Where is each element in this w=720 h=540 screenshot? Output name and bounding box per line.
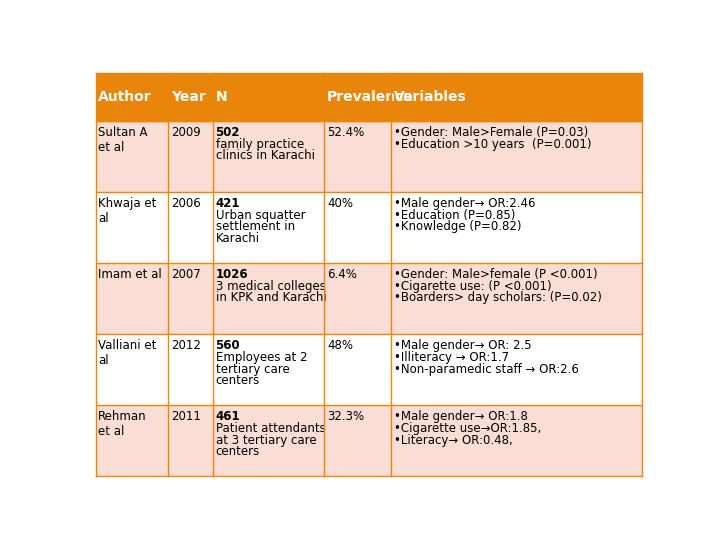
Text: •Male gender→ OR: 2.5: •Male gender→ OR: 2.5 <box>394 339 532 352</box>
Text: 421: 421 <box>215 197 240 210</box>
Text: •Gender: Male>female (P <0.001): •Gender: Male>female (P <0.001) <box>394 268 598 281</box>
Text: 1026: 1026 <box>215 268 248 281</box>
Text: Author: Author <box>99 90 152 104</box>
Text: tertiary care: tertiary care <box>215 362 289 375</box>
Text: settlement in: settlement in <box>215 220 294 233</box>
Bar <box>96 406 642 476</box>
Text: Karachi: Karachi <box>215 232 260 245</box>
Bar <box>96 73 642 121</box>
Text: Valliani et
al: Valliani et al <box>99 339 157 367</box>
Text: Rehman
et al: Rehman et al <box>99 410 147 438</box>
Text: N: N <box>215 90 228 104</box>
Text: family practice: family practice <box>215 138 304 151</box>
Text: 52.4%: 52.4% <box>327 126 364 139</box>
Text: Khwaja et
al: Khwaja et al <box>99 197 157 225</box>
Text: clinics in Karachi: clinics in Karachi <box>215 149 315 162</box>
Text: centers: centers <box>215 374 260 387</box>
Text: 2007: 2007 <box>171 268 201 281</box>
Text: centers: centers <box>215 446 260 458</box>
Text: 32.3%: 32.3% <box>327 410 364 423</box>
Text: Patient attendants: Patient attendants <box>215 422 325 435</box>
Text: •Literacy→ OR:0.48,: •Literacy→ OR:0.48, <box>394 434 513 447</box>
Text: 6.4%: 6.4% <box>327 268 357 281</box>
Text: •Male gender→ OR:2.46: •Male gender→ OR:2.46 <box>394 197 536 210</box>
Text: 2011: 2011 <box>171 410 201 423</box>
Text: •Illiteracy → OR:1.7: •Illiteracy → OR:1.7 <box>394 351 509 364</box>
Text: •Non-paramedic staff → OR:2.6: •Non-paramedic staff → OR:2.6 <box>394 362 579 375</box>
Text: 502: 502 <box>215 126 240 139</box>
Text: 40%: 40% <box>327 197 353 210</box>
Text: Employees at 2: Employees at 2 <box>215 351 307 364</box>
Text: 2009: 2009 <box>171 126 201 139</box>
Text: Prevalence: Prevalence <box>327 90 414 104</box>
Bar <box>96 192 642 263</box>
Text: Variables: Variables <box>394 90 467 104</box>
Text: Imam et al: Imam et al <box>99 268 162 281</box>
Text: •Education (P=0.85): •Education (P=0.85) <box>394 208 516 221</box>
Bar <box>96 121 642 192</box>
Text: 2006: 2006 <box>171 197 201 210</box>
Text: •Cigarette use→OR:1.85,: •Cigarette use→OR:1.85, <box>394 422 541 435</box>
Text: 48%: 48% <box>327 339 353 352</box>
Text: •Education >10 years  (P=0.001): •Education >10 years (P=0.001) <box>394 138 592 151</box>
Text: •Cigarette use: (P <0.001): •Cigarette use: (P <0.001) <box>394 280 552 293</box>
Text: Urban squatter: Urban squatter <box>215 208 305 221</box>
Text: 560: 560 <box>215 339 240 352</box>
Text: at 3 tertiary care: at 3 tertiary care <box>215 434 316 447</box>
Text: 461: 461 <box>215 410 240 423</box>
Bar <box>96 263 642 334</box>
Bar <box>96 334 642 406</box>
Text: •Male gender→ OR:1.8: •Male gender→ OR:1.8 <box>394 410 528 423</box>
Text: •Knowledge (P=0.82): •Knowledge (P=0.82) <box>394 220 521 233</box>
Text: 3 medical colleges: 3 medical colleges <box>215 280 325 293</box>
Text: Sultan A
et al: Sultan A et al <box>99 126 148 154</box>
Text: •Boarders> day scholars: (P=0.02): •Boarders> day scholars: (P=0.02) <box>394 292 602 305</box>
Text: Year: Year <box>171 90 206 104</box>
Text: in KPK and Karachi: in KPK and Karachi <box>215 292 326 305</box>
Text: •Gender: Male>Female (P=0.03): •Gender: Male>Female (P=0.03) <box>394 126 588 139</box>
Text: 2012: 2012 <box>171 339 201 352</box>
